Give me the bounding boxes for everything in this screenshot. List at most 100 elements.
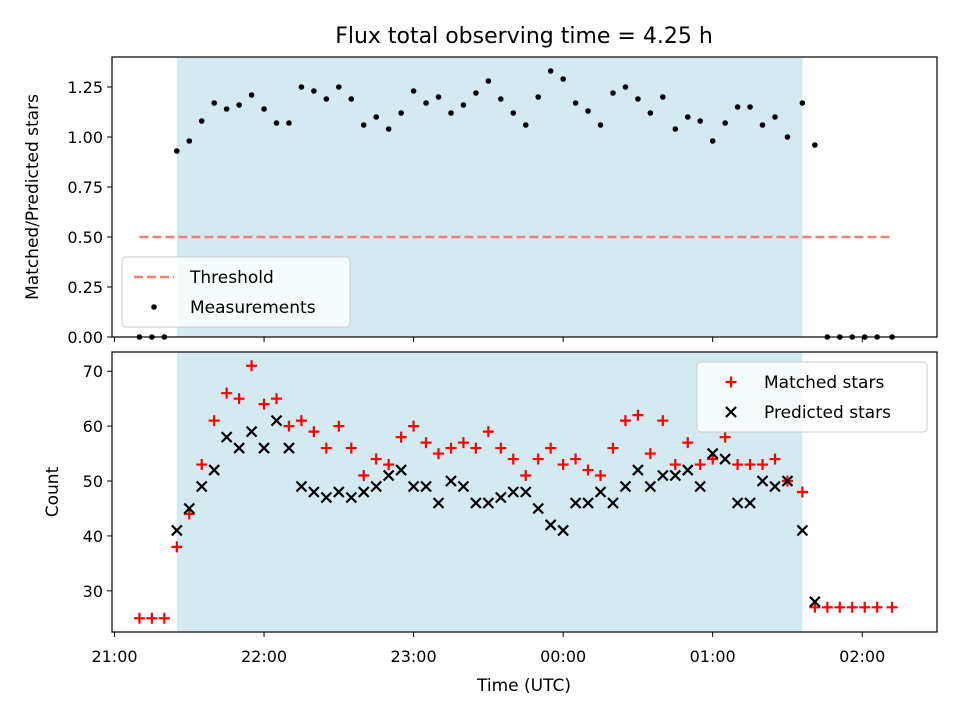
predicted-stars-point-2 — [195, 480, 208, 493]
matched-stars-point-59 — [871, 601, 883, 613]
chart-title: Flux total observing time = 4.25 h — [335, 24, 713, 49]
predicted-stars-point-17 — [382, 469, 395, 482]
predicted-stars-point-38 — [644, 480, 657, 493]
matched-stars-point-20 — [383, 459, 395, 471]
matched-stars-point-27 — [470, 442, 482, 454]
matched-stars-point-17 — [345, 442, 357, 454]
x-tick-label-5: 02:00 — [839, 647, 885, 666]
measurements-point-6 — [211, 100, 217, 106]
predicted-stars-point-43 — [706, 447, 719, 460]
bottom-axes-frame — [111, 351, 938, 633]
matched-stars-point-4 — [183, 508, 195, 520]
predicted-stars-point-16 — [370, 480, 382, 493]
predicted-stars-point-34 — [594, 486, 607, 498]
measurements-point-31 — [522, 122, 529, 128]
x-axis-label: Time (UTC) — [476, 676, 571, 696]
matched-stars-point-0 — [133, 612, 145, 624]
predicted-stars-point-10 — [295, 480, 308, 493]
measurements-point-41 — [647, 110, 654, 116]
measurements-point-27 — [473, 90, 479, 96]
measurements-point-3 — [174, 148, 180, 154]
predicted-stars-point-50 — [796, 524, 809, 537]
matched-stars-point-22 — [408, 420, 420, 432]
matched-stars-point-28 — [482, 426, 494, 438]
measurements-point-37 — [597, 122, 604, 128]
predicted-stars-point-20 — [420, 480, 432, 493]
measurements-point-22 — [410, 88, 417, 94]
measurements-point-34 — [560, 76, 566, 82]
matched-stars-point-14 — [308, 426, 320, 438]
predicted-stars-point-45 — [731, 497, 744, 509]
predicted-stars-point-40 — [669, 469, 682, 482]
measurements-point-50 — [759, 122, 766, 128]
bottom-y-axis-label: Count — [43, 466, 63, 517]
top-y-tick-label-0: 0.00 — [67, 328, 103, 347]
measurements-point-12 — [286, 120, 292, 126]
measurements-point-16 — [336, 84, 342, 90]
matched-stars-point-33 — [545, 442, 557, 454]
x-tick-label-1: 22:00 — [241, 647, 287, 666]
measurements-point-45 — [697, 118, 704, 124]
top-legend: Threshold Measurements — [121, 256, 351, 328]
bottom-y-tick-label-4: 70 — [83, 362, 103, 381]
predicted-stars-point-36 — [619, 480, 632, 493]
measurements-point-9 — [248, 92, 255, 98]
x-tick-label-4: 01:00 — [690, 647, 736, 666]
predicted-stars-point-42 — [694, 480, 706, 493]
matched-stars-point-13 — [295, 415, 307, 427]
matched-stars-point-36 — [582, 464, 594, 476]
matched-stars-point-34 — [557, 459, 569, 471]
measurements-point-48 — [734, 104, 741, 110]
matched-stars-point-29 — [495, 442, 507, 454]
matched-stars-legend-swatch — [725, 376, 737, 388]
predicted-stars-point-23 — [457, 480, 470, 493]
predicted-stars-legend-label: Predicted stars — [764, 403, 891, 423]
matched-stars-point-5 — [196, 459, 208, 471]
predicted-stars-point-13 — [333, 486, 345, 498]
matched-stars-point-19 — [370, 453, 382, 465]
matched-stars-point-16 — [333, 420, 345, 432]
measurements-point-15 — [323, 96, 330, 102]
matched-stars-point-60 — [886, 601, 898, 613]
measurements-point-10 — [261, 106, 267, 112]
predicted-stars-point-8 — [270, 414, 283, 427]
predicted-stars-point-46 — [744, 497, 756, 509]
matched-stars-point-23 — [420, 437, 432, 449]
measurements-point-4 — [186, 138, 193, 144]
matched-stars-point-41 — [644, 448, 656, 460]
predicted-stars-point-6 — [245, 425, 258, 438]
matched-stars-point-51 — [769, 453, 781, 465]
predicted-stars-point-37 — [632, 464, 644, 476]
matched-stars-point-3 — [171, 541, 183, 553]
top-legend-box — [121, 256, 351, 328]
top-y-tick-label-2: 0.50 — [67, 228, 103, 247]
measurements-point-30 — [510, 110, 517, 116]
predicted-stars-point-12 — [320, 491, 333, 504]
matched-stars-point-53 — [796, 486, 808, 498]
matched-stars-point-12 — [283, 420, 295, 432]
x-tick-label-3: 00:00 — [540, 647, 586, 666]
predicted-stars-point-28 — [519, 486, 532, 498]
measurements-point-52 — [784, 134, 791, 140]
measurements-point-21 — [398, 110, 404, 116]
measurements-point-39 — [622, 84, 629, 90]
predicted-stars-point-7 — [258, 442, 270, 454]
matched-stars-point-15 — [320, 442, 332, 454]
predicted-stars-point-18 — [395, 464, 407, 476]
matched-stars-point-55 — [821, 601, 833, 613]
predicted-stars-point-35 — [607, 497, 619, 509]
predicted-stars-point-4 — [220, 431, 233, 443]
measurements-point-17 — [348, 96, 355, 102]
measurements-point-25 — [448, 110, 454, 116]
measurements-point-32 — [535, 94, 542, 100]
measurements-point-53 — [799, 100, 806, 106]
predicted-stars-point-24 — [470, 497, 482, 509]
bottom-y-tick-label-2: 50 — [83, 472, 103, 491]
matched-stars-point-1 — [146, 612, 158, 624]
predicted-stars-point-41 — [681, 464, 694, 476]
measurements-point-47 — [722, 120, 728, 126]
measurements-point-43 — [672, 126, 679, 132]
matched-stars-point-43 — [669, 459, 681, 471]
predicted-stars-point-14 — [345, 491, 358, 504]
